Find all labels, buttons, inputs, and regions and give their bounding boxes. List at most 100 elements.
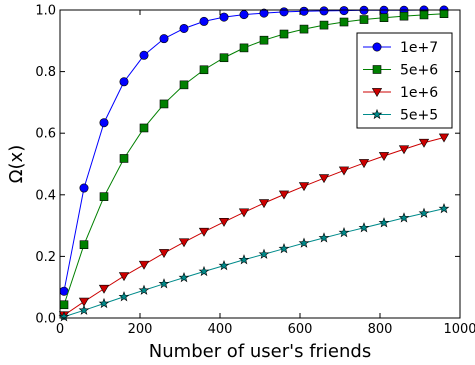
data-point (339, 17, 349, 27)
data-point (439, 9, 449, 18)
data-point (119, 154, 129, 163)
data-point (179, 23, 189, 33)
legend-item-4: 5e+5 (363, 108, 438, 124)
data-point (79, 240, 89, 249)
x-axis-title: Number of user's friends (149, 341, 371, 362)
data-point (379, 13, 389, 22)
legend-marker (371, 108, 383, 120)
y-tick-label: 0.4 (35, 188, 56, 203)
legend-marker (372, 65, 382, 74)
legend-label: 1e+7 (400, 40, 438, 56)
data-point (118, 272, 130, 282)
data-point (258, 199, 270, 209)
data-point (79, 183, 89, 193)
data-point (338, 166, 350, 176)
legend-item-2: 5e+6 (363, 63, 438, 79)
data-point (179, 80, 189, 90)
data-point (159, 34, 169, 44)
data-point (358, 222, 370, 233)
data-point (339, 6, 349, 16)
data-point (259, 8, 269, 18)
data-point (378, 152, 390, 161)
data-point (278, 243, 290, 254)
series-layer (58, 5, 450, 322)
data-point (319, 6, 329, 16)
x-tick-label: 600 (288, 322, 313, 337)
x-tick-label: 0 (56, 322, 64, 337)
data-point (239, 43, 249, 53)
data-point (118, 291, 130, 302)
data-point (219, 53, 229, 63)
data-point (158, 249, 170, 259)
data-point (278, 190, 290, 200)
data-point (399, 11, 409, 21)
data-point (99, 118, 109, 128)
x-tick-label: 200 (128, 322, 153, 337)
data-point (199, 16, 209, 26)
data-point (178, 271, 190, 283)
data-point (78, 304, 90, 315)
data-point (318, 232, 330, 243)
data-point (358, 159, 370, 169)
data-point (139, 50, 149, 60)
data-point (298, 237, 310, 248)
data-point (398, 212, 410, 223)
data-point (438, 133, 450, 143)
legend: 1e+7 5e+6 1e+6 5e+5 (356, 32, 453, 129)
data-point (218, 259, 230, 271)
data-point (338, 227, 350, 238)
data-point (158, 278, 170, 289)
x-tick-label: 400 (208, 322, 233, 337)
data-point (138, 284, 150, 295)
data-point (298, 182, 310, 192)
data-point (59, 300, 69, 310)
plot-frame (59, 9, 461, 319)
y-tick-label: 0.6 (35, 127, 56, 142)
data-point (438, 202, 450, 214)
data-point (199, 65, 209, 75)
legend-marker (372, 42, 382, 52)
data-point (378, 217, 390, 228)
data-point (258, 248, 270, 259)
data-point (279, 29, 289, 39)
data-point (419, 10, 429, 20)
data-point (279, 7, 289, 17)
data-point (318, 174, 330, 184)
data-point (418, 138, 430, 148)
legend-box (356, 32, 453, 129)
data-point (299, 6, 309, 16)
data-point (319, 20, 329, 30)
data-point (59, 286, 69, 296)
data-point (98, 297, 110, 309)
data-point (178, 238, 190, 248)
data-point (198, 265, 210, 277)
data-point (359, 15, 369, 24)
data-point (139, 123, 149, 133)
x-tick-label: 1000 (443, 322, 475, 337)
data-point (299, 24, 309, 34)
y-tick-label: 1.0 (35, 4, 56, 19)
legend-label: 5e+5 (400, 108, 438, 124)
series-3 (58, 133, 450, 321)
y-tick-label: 0.8 (35, 65, 56, 80)
data-point (99, 192, 109, 201)
data-point (159, 99, 169, 109)
y-axis-title: Ω(x) (6, 145, 27, 183)
data-point (259, 35, 269, 45)
series-2 (59, 9, 449, 310)
x-tick-label: 800 (368, 322, 393, 337)
data-point (238, 254, 250, 265)
data-point (198, 227, 210, 237)
series-1 (59, 5, 449, 296)
legend-item-3: 1e+6 (363, 85, 438, 101)
data-point (138, 260, 150, 270)
ticks-layer: 0 200 400 600 800 1000 0.0 0.2 0.4 0.6 0.8 1.0 (35, 4, 475, 338)
y-tick-label: 0.2 (35, 250, 56, 265)
data-point (239, 10, 249, 20)
series-4 (58, 202, 450, 322)
legend-marker (371, 88, 383, 98)
legend-item-1: 1e+7 (363, 40, 438, 56)
y-tick-label: 0.0 (35, 312, 56, 327)
data-point (98, 284, 110, 294)
